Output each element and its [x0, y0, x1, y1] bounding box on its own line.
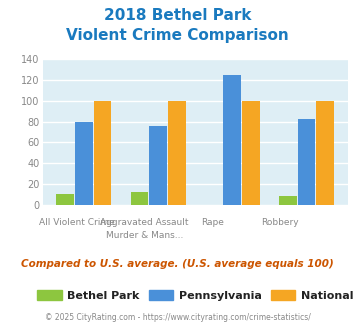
Bar [56, 194, 74, 205]
Bar [149, 126, 167, 205]
Text: All Violent Crime: All Violent Crime [39, 218, 114, 227]
Legend: Bethel Park, Pennsylvania, National: Bethel Park, Pennsylvania, National [33, 286, 355, 305]
Bar [242, 101, 260, 205]
Bar [297, 118, 316, 205]
Text: Compared to U.S. average. (U.S. average equals 100): Compared to U.S. average. (U.S. average … [21, 259, 334, 269]
Text: Aggravated Assault: Aggravated Assault [100, 218, 189, 227]
Bar [279, 196, 297, 205]
Bar [75, 122, 93, 205]
Bar [316, 101, 334, 205]
Text: Robbery: Robbery [261, 218, 299, 227]
Bar [94, 101, 111, 205]
Text: Violent Crime Comparison: Violent Crime Comparison [66, 28, 289, 43]
Text: 2018 Bethel Park: 2018 Bethel Park [104, 8, 251, 23]
Bar [131, 192, 148, 205]
Text: Murder & Mans...: Murder & Mans... [106, 231, 183, 240]
Text: © 2025 CityRating.com - https://www.cityrating.com/crime-statistics/: © 2025 CityRating.com - https://www.city… [45, 313, 310, 322]
Text: Rape: Rape [201, 218, 224, 227]
Bar [168, 101, 186, 205]
Bar [223, 75, 241, 205]
